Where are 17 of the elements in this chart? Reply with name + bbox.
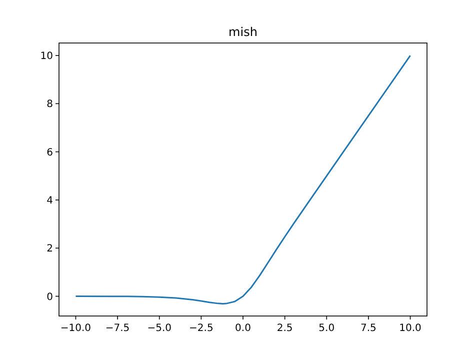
x-tick-label: −7.5 xyxy=(105,323,130,334)
line-series xyxy=(74,54,412,304)
y-tick-label: 6 xyxy=(46,147,53,158)
x-tick-label: −5.0 xyxy=(147,323,172,334)
x-tick-label: 2.5 xyxy=(276,323,293,334)
x-tick-label: 5.0 xyxy=(318,323,335,334)
x-tick-label: 7.5 xyxy=(360,323,376,334)
x-tick-label: −2.5 xyxy=(189,323,214,334)
y-tick-label: 4 xyxy=(46,195,53,206)
y-tick-label: 10 xyxy=(40,51,53,62)
x-tick-label: −10.0 xyxy=(60,323,92,334)
x-tick-label: 10.0 xyxy=(399,323,422,334)
y-tick-label: 8 xyxy=(46,99,53,110)
y-tick-label: 2 xyxy=(46,244,53,255)
y-tick-label: 0 xyxy=(46,292,53,303)
x-tick-label: 0.0 xyxy=(235,323,251,334)
chart-title: mish xyxy=(228,25,258,39)
